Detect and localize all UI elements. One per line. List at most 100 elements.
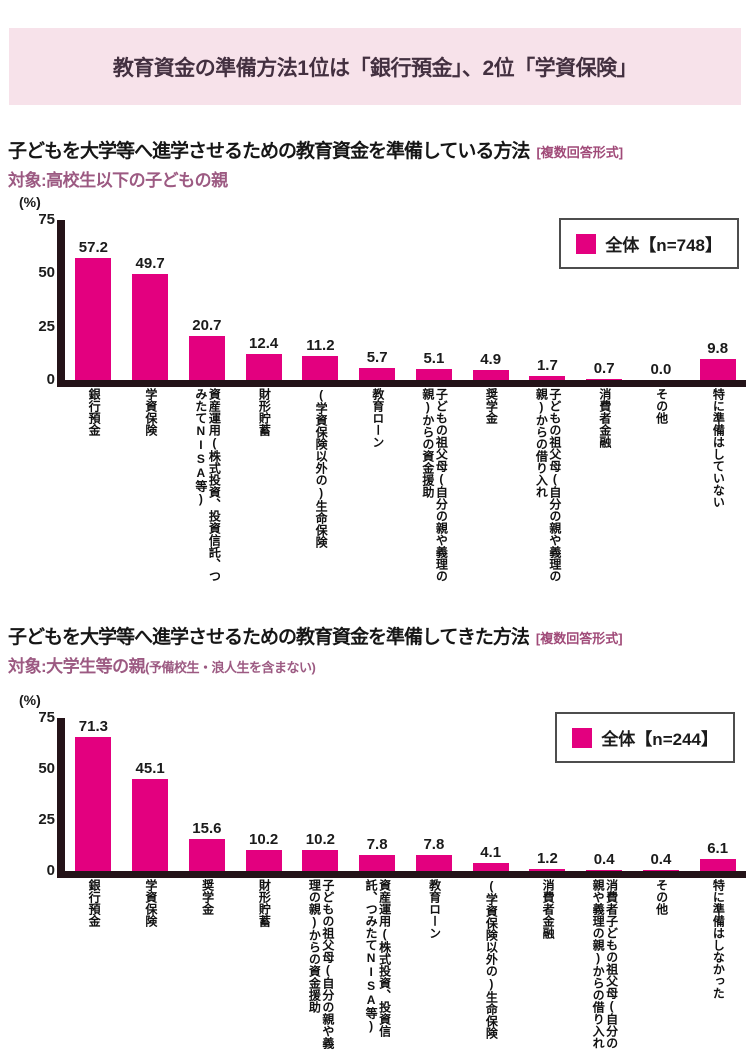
bar-value-label: 5.1: [423, 350, 445, 368]
target-label: 対象:大学生等の親(予備校生・浪人生を含まない): [8, 652, 745, 677]
bar: [188, 335, 225, 380]
x-axis-category-label: 銀行預金: [87, 388, 102, 436]
bar: [245, 353, 282, 380]
x-axis-category-label: 財形貯蓄: [257, 879, 272, 927]
x-axis-category-label: 特に準備はしていない: [711, 388, 726, 508]
x-axis-category-row: 銀行預金 学資保険 資産運用(株式投資、投資信託、つみたてNISA等) 財形貯蓄 (学資…: [65, 388, 746, 585]
bar-column: 1.2: [519, 718, 576, 871]
target-note: (予備校生・浪人生を含まない): [145, 660, 316, 675]
bar-value-label: 12.4: [249, 334, 279, 352]
chart-title: 子どもを大学等へ進学させるための教育資金を準備している方法: [8, 141, 530, 162]
x-axis-category: その他: [633, 879, 690, 1058]
bar-value-label: 4.9: [480, 350, 502, 368]
bar-value-label: 1.7: [536, 357, 558, 375]
x-axis-category: その他: [633, 388, 690, 585]
bars-area: 71.3 45.1 15.6 10.2 10.2 7.8 7.8 4.1 1.2 0.4 0.4 6.…: [65, 718, 746, 871]
x-axis-category: 特に準備はしなかった: [689, 879, 746, 1058]
chart-section-current-parents: 子どもを大学等へ進学させるための教育資金を準備している方法 [複数回答形式] 対…: [8, 136, 746, 598]
bar: [302, 356, 339, 380]
bar-value-label: 49.7: [135, 254, 165, 272]
x-axis-category-label: その他: [654, 388, 669, 424]
x-axis-category-label: 資産運用(株式投資、投資信託、つみたてNISA等): [364, 879, 392, 1037]
bar-value-label: 5.7: [366, 348, 388, 366]
bar-value-label: 6.1: [707, 839, 729, 857]
bar: [472, 369, 509, 380]
x-axis-category-label: 学資保険: [143, 879, 158, 927]
bar-column: 10.2: [292, 718, 349, 871]
bar-column: 6.1: [689, 718, 746, 871]
target-text: 対象:大学生等の親: [8, 657, 146, 676]
y-axis-tick-label: 50: [38, 264, 55, 282]
bar-column: 7.8: [406, 718, 463, 871]
legend-box: 全体【n=748】: [559, 218, 739, 269]
y-axis-unit-label: (%): [19, 692, 41, 708]
bar-value-label: 10.2: [249, 831, 279, 849]
bar-column: 1.7: [519, 220, 576, 380]
x-axis-category: 銀行預金: [65, 879, 122, 1058]
bar: [699, 858, 736, 871]
y-axis-tick-label: 75: [38, 709, 55, 726]
bar: [359, 367, 396, 380]
x-axis-category-label: (学資保険以外の)生命保険: [484, 879, 499, 1039]
legend-swatch: [576, 233, 597, 254]
bar: [302, 850, 339, 871]
y-axis-tick-label: 25: [38, 811, 55, 828]
bar-column: 4.9: [462, 220, 519, 380]
bar: [529, 868, 566, 871]
bar-value-label: 0.4: [593, 851, 615, 869]
legend-box: 全体【n=244】: [555, 712, 735, 763]
legend-label: 全体【n=748】: [605, 236, 722, 255]
bar-chart-plot: (%) 57.2 49.7 20.7 12.4 11.2 5.7 5.1 4.9 1.7 0.7 0…: [19, 194, 746, 388]
x-axis-category-row: 銀行預金 学資保険 奨学金 財形貯蓄 子どもの祖父母(自分の親や義理の親)からの資金援助…: [65, 879, 746, 1058]
x-axis-category: 銀行預金: [65, 388, 122, 585]
bar-value-label: 45.1: [135, 760, 165, 777]
y-axis-unit-label: (%): [19, 194, 41, 210]
bar-value-label: 7.8: [366, 836, 388, 854]
bar-value-label: 0.4: [650, 851, 672, 869]
x-axis-category-label: 資産運用(株式投資、投資信託、つみたてNISA等): [193, 388, 222, 582]
bar-value-label: 7.8: [423, 836, 445, 854]
bar-value-label: 0.7: [593, 359, 615, 377]
bar-column: 7.8: [349, 718, 406, 871]
bar-column: 49.7: [122, 220, 179, 380]
x-axis-category: (学資保険以外の)生命保険: [462, 879, 519, 1058]
bar: [472, 862, 509, 871]
bar-value-label: 57.2: [78, 238, 108, 256]
x-axis-category-label: 消費者子どもの祖父母(自分の親や義理の親)からの借り入れ: [591, 879, 619, 1049]
x-axis-category: 消費者金融: [576, 388, 633, 585]
bar: [699, 359, 736, 380]
x-axis-category: 奨学金: [462, 388, 519, 585]
chart-section-university-parents: 子どもを大学等へ進学させるための教育資金を準備してきた方法 [複数回答形式] 対…: [8, 622, 746, 1058]
bar-value-label: 11.2: [306, 337, 335, 355]
bar-column: 11.2: [292, 220, 349, 380]
bar: [415, 369, 452, 380]
bar-value-label: 20.7: [192, 316, 222, 334]
bar-value-label: 15.6: [192, 820, 222, 838]
y-axis-tick-label: 0: [46, 371, 55, 388]
x-axis-category: 学資保険: [122, 388, 179, 585]
bar-column: 9.8: [689, 220, 746, 380]
bar-column: 0.0: [633, 220, 690, 380]
x-axis-category: 消費者子どもの祖父母(自分の親や義理の親)からの借り入れ: [576, 879, 633, 1058]
x-axis-category: 子どもの祖父母(自分の親や義理の親)からの資金援助: [406, 388, 463, 585]
bar-value-label: 10.2: [305, 831, 335, 849]
x-axis-category: 学資保険: [122, 879, 179, 1058]
bar: [245, 850, 282, 871]
x-axis-category-label: 教育ローン: [370, 388, 385, 448]
bar: [132, 273, 169, 380]
bar: [586, 870, 623, 871]
x-axis-category-label: 子どもの祖父母(自分の親や義理の親)からの資金援助: [420, 388, 449, 582]
bar-column: 0.7: [576, 220, 633, 380]
x-axis-category: 特に準備はしていない: [689, 388, 746, 585]
answer-format-tag: [複数回答形式]: [536, 145, 624, 160]
x-axis-category: 財形貯蓄: [235, 879, 292, 1058]
bar: [529, 376, 566, 380]
chart-header: 子どもを大学等へ進学させるための教育資金を準備している方法 [複数回答形式]: [8, 136, 745, 163]
x-axis-category: 子どもの祖父母(自分の親や義理の親)からの借り入れ: [519, 388, 576, 585]
bar: [75, 737, 112, 871]
bar: [415, 855, 452, 871]
x-axis-category-label: 子どもの祖父母(自分の親や義理の親)からの借り入れ: [534, 388, 562, 582]
x-axis-category-label: 銀行預金: [87, 879, 102, 927]
legend-swatch: [572, 727, 593, 748]
bar: [642, 870, 679, 871]
